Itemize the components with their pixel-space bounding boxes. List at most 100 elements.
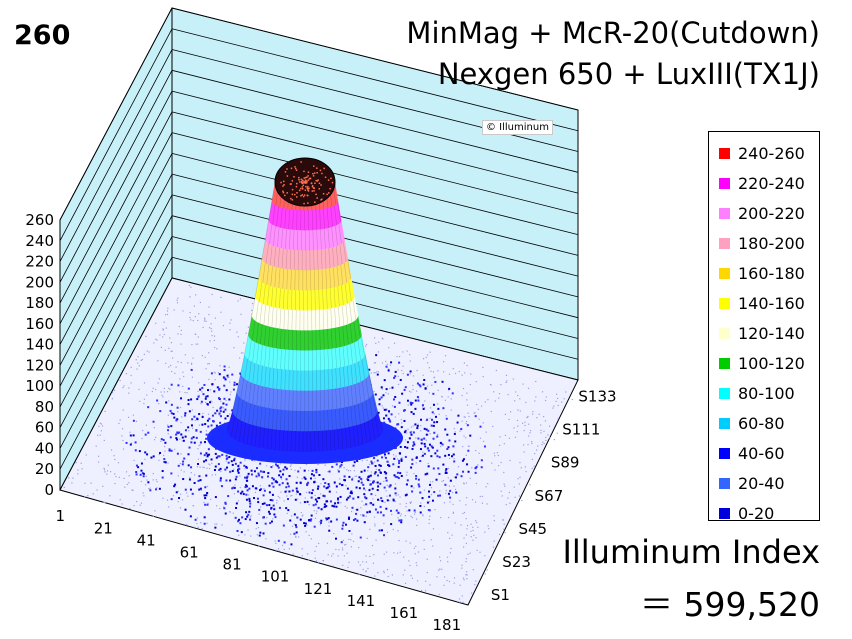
floor-dot xyxy=(310,496,313,499)
floor-dot xyxy=(151,390,153,393)
x-tick-label: 81 xyxy=(223,556,242,574)
floor-dot xyxy=(111,391,114,394)
floor-dot xyxy=(210,323,212,325)
floor-dot xyxy=(156,487,158,489)
floor-dot xyxy=(240,352,243,354)
floor-dot xyxy=(156,339,158,341)
floor-dot xyxy=(323,503,326,506)
floor-dot xyxy=(135,420,138,423)
z-tick-label: 60 xyxy=(35,419,54,437)
floor-dot xyxy=(481,502,484,504)
peak-top-dot xyxy=(282,190,284,193)
floor-dot xyxy=(223,506,225,508)
floor-dot xyxy=(406,373,409,376)
floor-dot xyxy=(384,476,387,479)
peak-top-dot xyxy=(303,181,305,183)
floor-dot xyxy=(180,493,182,495)
peak-top-dot xyxy=(280,181,282,184)
floor-dot xyxy=(123,385,125,387)
floor-dot xyxy=(310,514,313,517)
floor-dot xyxy=(179,378,181,380)
floor-dot xyxy=(192,357,194,359)
floor-dot xyxy=(545,436,547,439)
floor-dot xyxy=(402,372,404,375)
floor-dot xyxy=(412,444,415,447)
floor-dot xyxy=(422,514,424,516)
peak-hatch xyxy=(271,181,276,202)
floor-dot xyxy=(399,551,401,553)
floor-dot xyxy=(287,509,290,512)
floor-dot xyxy=(233,468,235,470)
floor-dot xyxy=(362,514,365,517)
floor-dot xyxy=(101,425,104,427)
floor-dot xyxy=(259,485,261,487)
floor-dot xyxy=(218,468,221,471)
floor-dot xyxy=(144,433,147,436)
floor-dot xyxy=(425,428,428,431)
legend-label: 20-40 xyxy=(738,473,785,493)
floor-dot xyxy=(138,450,141,453)
floor-dot xyxy=(409,401,412,404)
floor-dot xyxy=(409,542,411,544)
floor-dot xyxy=(163,445,166,448)
floor-dot xyxy=(474,415,477,418)
floor-dot xyxy=(318,521,321,523)
floor-dot xyxy=(304,522,307,525)
floor-dot xyxy=(456,421,459,424)
floor-dot xyxy=(232,486,235,489)
floor-dot xyxy=(167,462,169,464)
floor-dot xyxy=(470,373,472,375)
floor-dot xyxy=(328,485,331,488)
floor-dot xyxy=(175,366,177,368)
floor-dot xyxy=(152,455,155,458)
floor-dot xyxy=(187,399,190,402)
floor-dot xyxy=(459,584,461,586)
floor-dot xyxy=(179,462,181,465)
floor-dot xyxy=(543,430,545,432)
floor-dot xyxy=(202,326,204,329)
floor-dot xyxy=(464,372,466,374)
floor-dot xyxy=(406,350,408,352)
floor-dot xyxy=(446,579,448,582)
floor-dot xyxy=(169,337,171,339)
floor-dot xyxy=(348,529,351,532)
floor-dot xyxy=(549,437,551,439)
floor-dot xyxy=(463,362,465,364)
peak-band-base xyxy=(265,228,345,251)
floor-dot xyxy=(441,396,443,398)
floor-dot xyxy=(477,526,479,528)
floor-dot xyxy=(360,514,362,516)
peak-hatch xyxy=(368,372,374,395)
floor-dot xyxy=(533,465,535,467)
floor-dot xyxy=(432,528,435,530)
floor-dot xyxy=(129,431,131,433)
floor-dot xyxy=(242,352,244,354)
floor-dot xyxy=(466,578,468,580)
floor-dot xyxy=(438,569,440,571)
floor-dot xyxy=(211,334,213,337)
floor-dot xyxy=(504,413,507,415)
floor-dot xyxy=(420,455,423,458)
floor-dot xyxy=(503,523,505,525)
floor-dot xyxy=(103,439,105,442)
floor-dot xyxy=(200,400,203,403)
floor-dot xyxy=(205,395,208,398)
peak-hatch xyxy=(258,258,263,278)
floor-dot xyxy=(381,388,383,390)
floor-dot xyxy=(201,527,203,530)
z-tick-label: 20 xyxy=(35,460,54,478)
floor-dot xyxy=(449,489,452,492)
floor-dot xyxy=(398,452,401,455)
floor-dot xyxy=(290,464,292,466)
floor-dot xyxy=(428,518,430,521)
floor-dot xyxy=(320,483,322,485)
floor-dot xyxy=(189,311,191,314)
floor-dot xyxy=(345,498,348,501)
floor-dot xyxy=(409,360,411,362)
floor-dot xyxy=(467,449,470,452)
floor-dot xyxy=(482,422,484,424)
floor-dot xyxy=(198,475,201,478)
floor-dot xyxy=(406,432,408,434)
floor-dot xyxy=(209,464,211,466)
